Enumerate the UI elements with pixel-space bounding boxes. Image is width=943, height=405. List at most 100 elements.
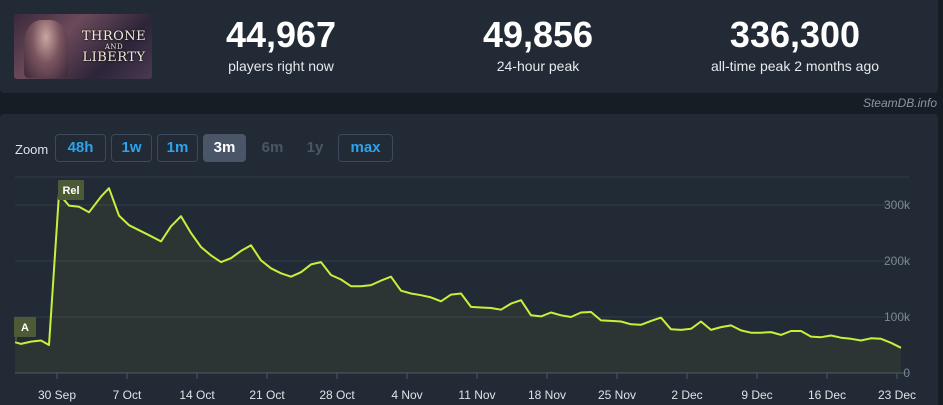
- y-tick-label: 200k: [884, 254, 911, 268]
- data-point: [490, 307, 492, 309]
- x-tick-label: 4 Nov: [391, 388, 422, 402]
- data-point: [670, 328, 672, 330]
- data-point: [530, 314, 532, 316]
- stat-label: all-time peak 2 months ago: [710, 58, 880, 74]
- data-point: [500, 309, 502, 311]
- series-line: [14, 187, 902, 349]
- data-point: [160, 240, 162, 242]
- stat-label: 24-hour peak: [496, 58, 580, 74]
- data-point: [450, 294, 452, 296]
- game-logo: THRONE AND LIBERTY: [78, 30, 150, 65]
- stat-players-now: 44,967 players right now: [206, 14, 356, 74]
- stat-label: players right now: [228, 58, 334, 74]
- data-point: [78, 206, 80, 208]
- data-point: [860, 340, 862, 342]
- zoom-6m-button: 6m: [261, 139, 284, 156]
- data-point: [170, 225, 172, 227]
- data-point: [600, 319, 602, 321]
- zoom-1y-button: 1y: [306, 139, 324, 156]
- zoom-1m-button[interactable]: 1m: [157, 134, 198, 162]
- flag-box: [58, 180, 84, 200]
- data-point: [870, 337, 872, 339]
- data-point: [580, 312, 582, 314]
- data-point: [850, 338, 852, 340]
- data-point: [830, 334, 832, 336]
- data-point: [440, 300, 442, 302]
- data-point: [800, 330, 802, 332]
- data-point: [210, 254, 212, 256]
- data-point: [900, 347, 902, 349]
- flag-box: [14, 317, 36, 337]
- x-tick-label: 11 Nov: [458, 388, 495, 402]
- data-point: [88, 211, 90, 213]
- zoom-48h-button[interactable]: 48h: [55, 134, 106, 162]
- data-point: [620, 320, 622, 322]
- game-thumbnail[interactable]: THRONE AND LIBERTY: [14, 14, 152, 79]
- y-tick-label: 300k: [884, 198, 911, 212]
- data-point: [250, 244, 252, 246]
- flag-label: A: [21, 322, 29, 334]
- zoom-label: Zoom: [15, 142, 49, 157]
- data-point: [710, 329, 712, 331]
- data-point: [180, 215, 182, 217]
- data-point: [520, 299, 522, 301]
- data-point: [138, 229, 140, 231]
- data-point: [430, 296, 432, 298]
- data-point: [400, 290, 402, 292]
- data-point: [630, 323, 632, 325]
- data-point: [200, 246, 202, 248]
- data-point: [570, 316, 572, 318]
- steamdb-credit[interactable]: SteamDB.info: [862, 96, 937, 110]
- stats-header: THRONE AND LIBERTY 44,967 players right …: [0, 0, 938, 93]
- data-point: [740, 329, 742, 331]
- x-axis-ticks: 30 Sep 7 Oct 14 Oct 21 Oct 28 Oct 4 Nov 11 Nov…: [38, 373, 916, 402]
- y-tick-label: 0: [903, 366, 910, 380]
- zoom-1w-button[interactable]: 1w: [111, 134, 152, 162]
- zoom-3m-button[interactable]: 3m: [203, 134, 246, 162]
- data-point: [550, 312, 552, 314]
- data-point: [610, 320, 612, 322]
- stat-24h-peak: 49,856 24-hour peak: [463, 14, 613, 74]
- data-point: [840, 337, 842, 339]
- zoom-max-button[interactable]: max: [338, 134, 393, 162]
- data-point: [470, 306, 472, 308]
- x-tick-label: 28 Oct: [319, 388, 355, 402]
- data-point: [880, 338, 882, 340]
- data-point: [48, 344, 50, 346]
- stat-value: 49,856: [482, 14, 594, 55]
- data-point: [148, 234, 150, 236]
- stat-value: 336,300: [729, 14, 861, 55]
- data-point: [220, 261, 222, 263]
- flag-label: Rel: [62, 185, 79, 197]
- data-point: [330, 274, 332, 276]
- data-point: [510, 303, 512, 305]
- x-tick-label: 18 Nov: [528, 388, 566, 402]
- data-point: [118, 215, 120, 217]
- data-point: [780, 334, 782, 336]
- logo-line3: LIBERTY: [82, 50, 146, 65]
- data-point: [20, 343, 22, 345]
- data-point: [320, 261, 322, 263]
- data-point: [460, 292, 462, 294]
- x-tick-label: 30 Sep: [38, 388, 76, 402]
- data-point: [890, 342, 892, 344]
- stat-value: 44,967: [225, 14, 337, 55]
- data-point: [750, 332, 752, 334]
- data-point: [290, 276, 292, 278]
- data-point: [660, 317, 662, 319]
- chart-flags: A Rel: [14, 180, 84, 343]
- y-tick-label: 100k: [884, 310, 911, 324]
- x-tick-label: 7 Oct: [113, 388, 142, 402]
- data-point: [540, 315, 542, 317]
- data-point: [280, 272, 282, 274]
- data-point: [390, 276, 392, 278]
- data-point: [370, 284, 372, 286]
- x-tick-label: 2 Dec: [671, 388, 702, 402]
- character-art: [24, 20, 68, 78]
- data-point: [40, 340, 42, 342]
- data-point: [68, 205, 70, 207]
- data-point: [100, 196, 102, 198]
- chart-grid: [15, 176, 909, 374]
- data-point: [810, 336, 812, 338]
